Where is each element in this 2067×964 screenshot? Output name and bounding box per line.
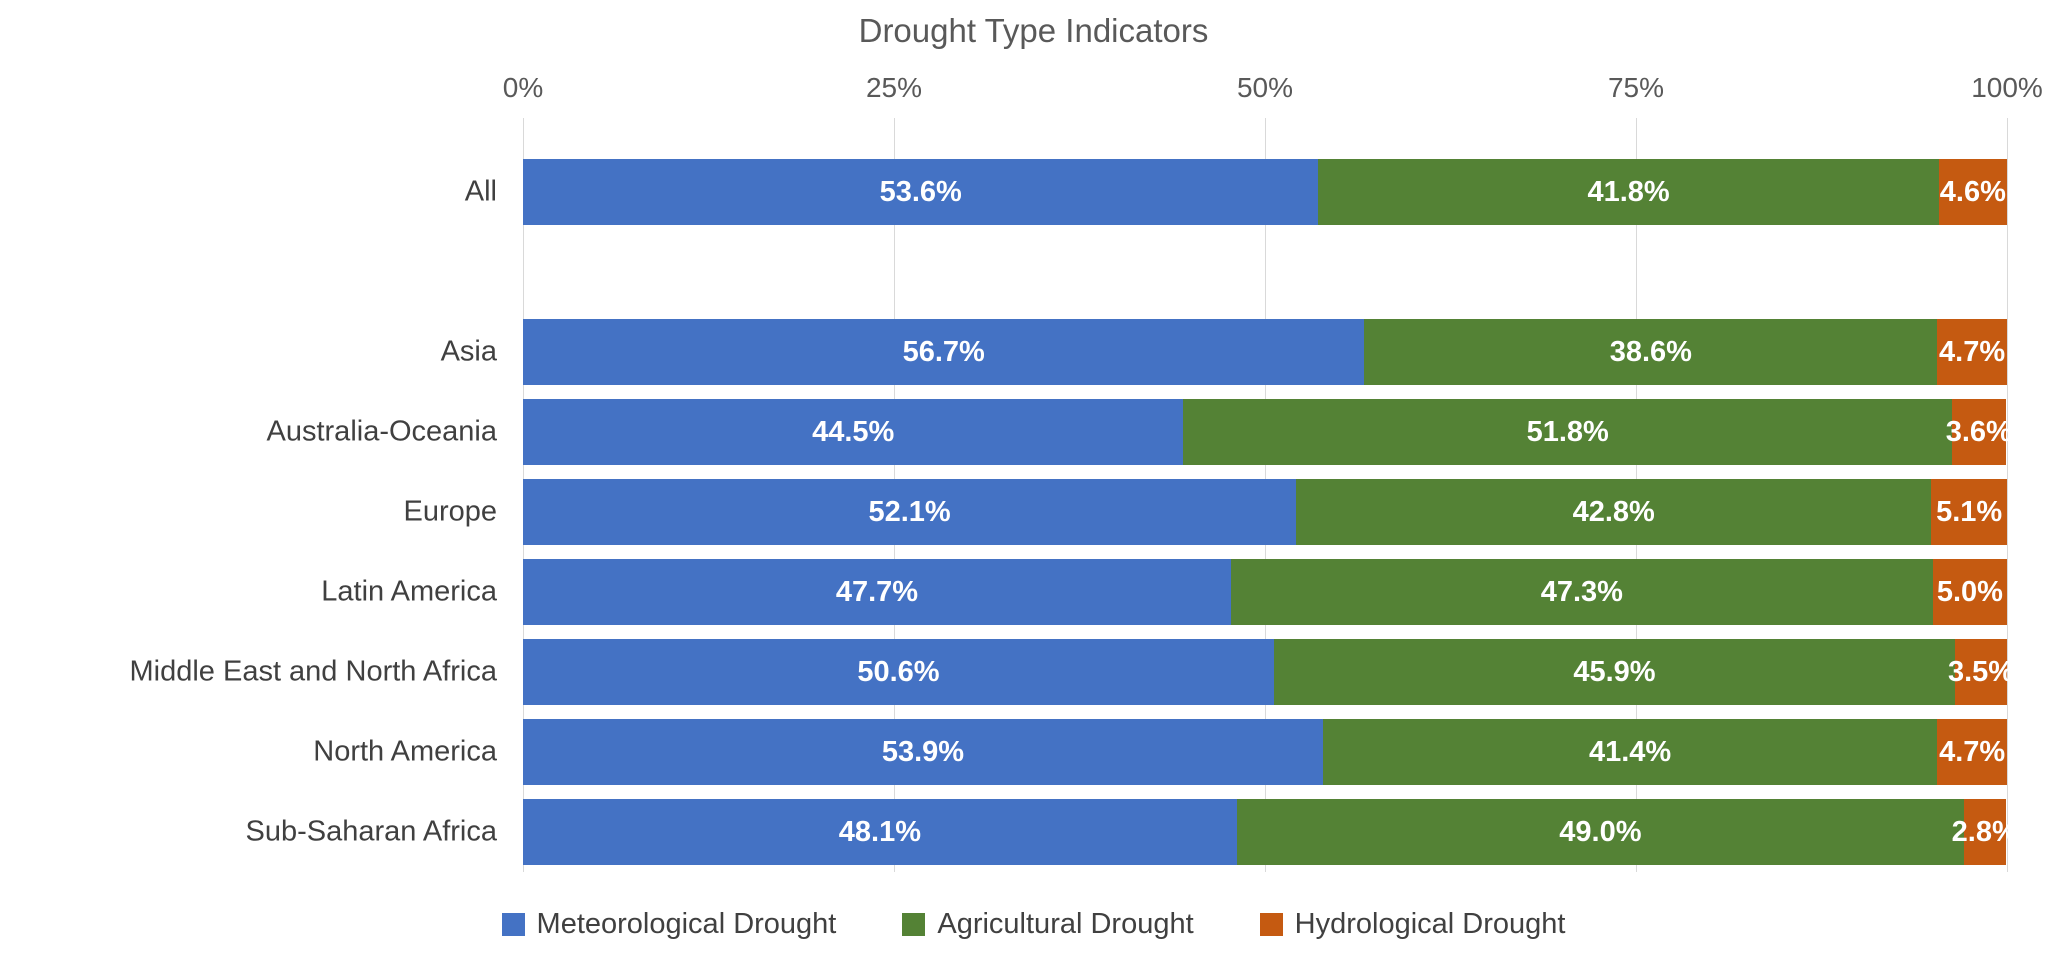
bar-segment: 48.1% [523, 799, 1237, 865]
bar-data-label: 5.1% [1936, 495, 2003, 528]
bar-segment: 44.5% [523, 399, 1184, 465]
bar-segment: 5.1% [1931, 479, 2007, 545]
bar-row: 53.6% 41.8% 4.6% [523, 159, 2007, 225]
bar-segment: 52.1% [523, 479, 1297, 545]
bar-data-label: 5.0% [1936, 575, 2003, 608]
bar-data-label: 41.4% [1588, 735, 1672, 768]
bar-segment: 41.8% [1318, 159, 1939, 225]
x-axis-tick: 0% [502, 72, 544, 103]
bar-data-label: 4.6% [1939, 175, 2006, 208]
bar-data-label: 51.8% [1526, 415, 1609, 448]
bar-data-label: 2.8% [1951, 815, 2018, 848]
legend-item: Hydrological Drought [1259, 908, 1566, 941]
bar-row: 50.6% 45.9% 3.5% [523, 639, 2014, 705]
category-label: North America [313, 735, 497, 768]
bar-data-label: 45.9% [1573, 655, 1656, 688]
category-label: Asia [440, 335, 497, 368]
legend-swatch-icon [501, 913, 525, 936]
bar-segment: 4.7% [1937, 319, 2007, 385]
bar-segment: 41.4% [1322, 719, 1938, 785]
bar-data-label: 38.6% [1609, 335, 1692, 368]
bar-segment: 5.0% [1932, 559, 2007, 625]
bar-data-label: 52.1% [868, 495, 951, 528]
bar-row: 56.7% 38.6% 4.7% [523, 319, 2007, 385]
bar-row: 52.1% 42.8% 5.1% [523, 479, 2007, 545]
bar-segment: 45.9% [1273, 639, 1956, 705]
vertical-gridline [2007, 118, 2008, 872]
legend-item: Agricultural Drought [902, 908, 1194, 941]
bar-segment: 53.9% [523, 719, 1323, 785]
bar-data-label: 44.5% [812, 415, 895, 448]
category-label: All [464, 175, 497, 208]
bar-segment: 49.0% [1236, 799, 1964, 865]
category-label: Australia-Oceania [266, 415, 498, 448]
bar-row: 44.5% 51.8% 3.6% [523, 399, 2012, 465]
bar-row: 47.7% 47.3% 5.0% [523, 559, 2007, 625]
legend-swatch-icon [1259, 913, 1283, 936]
chart-title: Drought Type Indicators [858, 12, 1209, 49]
bar-data-label: 50.6% [857, 655, 940, 688]
bar-data-label: 4.7% [1939, 335, 2006, 368]
bar-data-label: 42.8% [1572, 495, 1655, 528]
bar-data-label: 41.8% [1587, 175, 1670, 208]
legend: Meteorological Drought Agricultural Droug… [0, 908, 2067, 941]
bar-data-label: 56.7% [902, 335, 985, 368]
bar-data-label: 3.5% [1947, 655, 2015, 688]
x-axis-tick: 100% [1971, 72, 2043, 103]
bar-data-label: 3.6% [1945, 415, 2012, 448]
x-axis-tick: 75% [1607, 72, 1665, 103]
x-axis: 0% 25% 50% 75% 100% [0, 72, 2067, 108]
bar-segment: 3.6% [1946, 399, 2012, 465]
category-label: Latin America [321, 575, 497, 608]
category-label: Sub-Saharan Africa [245, 815, 497, 848]
bar-segment: 47.3% [1230, 559, 1933, 625]
y-axis-category-labels: All Asia Australia-Oceania Europe Latin Amer… [0, 0, 497, 964]
bar-data-label: 53.6% [879, 175, 962, 208]
bar-row: 53.9% 41.4% 4.7% [523, 719, 2007, 785]
category-label: Middle East and North Africa [129, 655, 497, 688]
x-axis-tick: 50% [1236, 72, 1294, 103]
x-axis-tick: 25% [865, 72, 923, 103]
legend-label: Agricultural Drought [937, 908, 1194, 940]
bar-segment: 3.5% [1948, 639, 2014, 705]
category-label: Europe [403, 495, 497, 528]
bar-segment: 4.7% [1937, 719, 2007, 785]
bar-data-label: 49.0% [1559, 815, 1642, 848]
bar-segment: 53.6% [523, 159, 1319, 225]
bar-segment: 50.6% [523, 639, 1274, 705]
bar-segment: 38.6% [1364, 319, 1938, 385]
bar-data-label: 47.7% [835, 575, 919, 608]
bar-segment: 56.7% [523, 319, 1365, 385]
legend-label: Hydrological Drought [1294, 908, 1566, 940]
legend-item: Meteorological Drought [501, 908, 837, 941]
legend-swatch-icon [902, 913, 926, 936]
bar-segment: 2.8% [1952, 799, 2018, 865]
bar-segment: 47.7% [523, 559, 1231, 625]
bar-row: 48.1% 49.0% 2.8% [523, 799, 2018, 865]
bar-data-label: 4.7% [1939, 735, 2006, 768]
bar-data-label: 47.3% [1540, 575, 1623, 608]
bar-segment: 51.8% [1183, 399, 1953, 465]
bar-data-label: 48.1% [838, 815, 922, 848]
plot-area: 53.6% 41.8% 4.6% 56.7% 38.6% 4.7% 44.5% 51.8% 3.… [523, 118, 2018, 872]
bar-segment: 4.6% [1938, 159, 2007, 225]
bar-segment: 42.8% [1296, 479, 1932, 545]
legend-label: Meteorological Drought [536, 908, 837, 940]
bar-data-label: 53.9% [881, 735, 965, 768]
